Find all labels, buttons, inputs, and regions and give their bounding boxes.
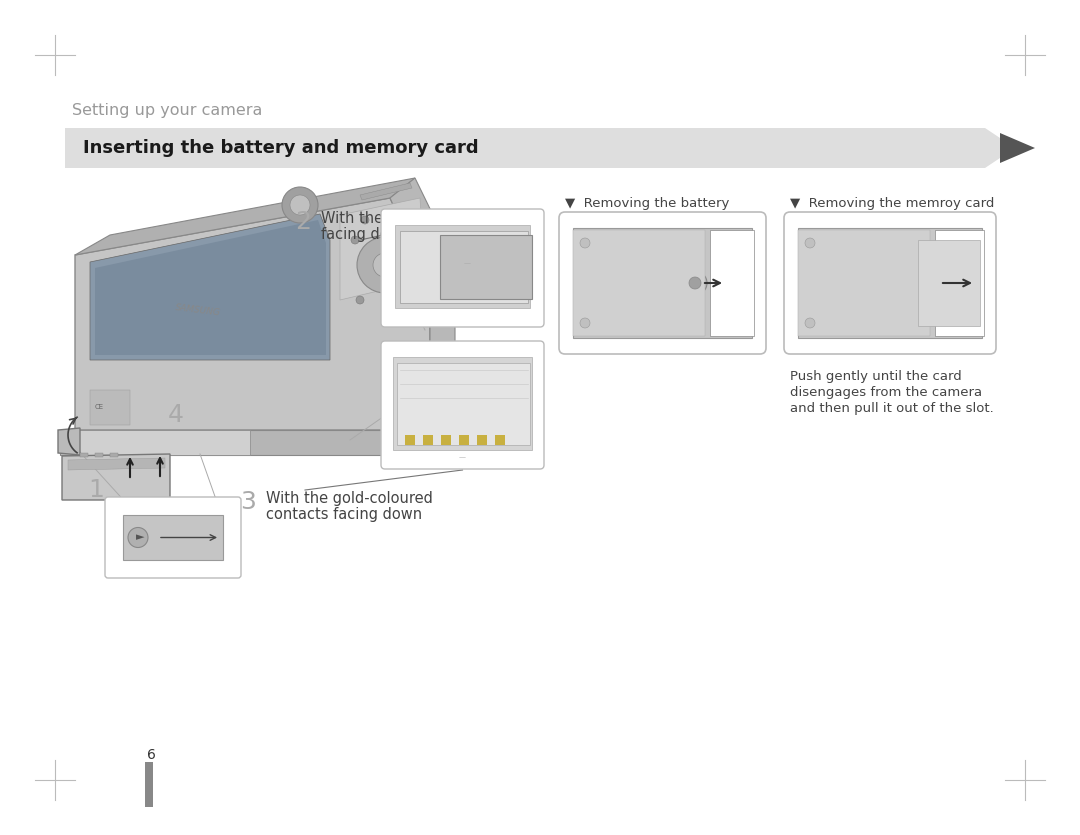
Text: —: — [459, 454, 465, 460]
Text: contacts facing down: contacts facing down [266, 507, 422, 522]
Text: 6: 6 [147, 748, 156, 762]
Circle shape [351, 236, 359, 244]
Circle shape [373, 253, 397, 277]
Circle shape [805, 238, 815, 248]
Text: 4: 4 [168, 403, 184, 427]
FancyBboxPatch shape [145, 762, 153, 807]
FancyBboxPatch shape [784, 212, 996, 354]
Polygon shape [395, 225, 530, 308]
Polygon shape [75, 178, 415, 255]
Polygon shape [397, 363, 530, 445]
Text: and then pull it out of the slot.: and then pull it out of the slot. [789, 402, 994, 415]
Polygon shape [1000, 133, 1035, 163]
FancyBboxPatch shape [381, 209, 544, 327]
Polygon shape [68, 458, 165, 470]
Polygon shape [918, 240, 980, 326]
Polygon shape [360, 183, 411, 200]
Circle shape [683, 271, 707, 295]
Text: SAMSUNG: SAMSUNG [175, 303, 221, 317]
Polygon shape [710, 230, 754, 336]
Text: 2: 2 [295, 210, 311, 234]
Circle shape [282, 187, 318, 223]
Circle shape [689, 277, 701, 289]
Text: Push gently until the card: Push gently until the card [789, 370, 962, 383]
Polygon shape [90, 214, 330, 360]
Polygon shape [423, 435, 433, 445]
Polygon shape [90, 390, 130, 425]
Circle shape [291, 195, 310, 215]
Polygon shape [80, 453, 87, 457]
Polygon shape [573, 230, 705, 336]
Polygon shape [441, 435, 451, 445]
Text: facing down: facing down [321, 227, 410, 242]
Polygon shape [573, 228, 752, 338]
Circle shape [356, 296, 364, 304]
Circle shape [580, 318, 590, 328]
Polygon shape [75, 430, 249, 455]
Polygon shape [95, 453, 103, 457]
Text: Inserting the battery and memory card: Inserting the battery and memory card [83, 139, 478, 157]
Text: CE: CE [95, 404, 104, 410]
Polygon shape [798, 228, 982, 338]
Text: —: — [464, 260, 471, 266]
Text: ►: ► [136, 533, 145, 543]
Polygon shape [110, 453, 118, 457]
Polygon shape [459, 435, 469, 445]
Polygon shape [400, 231, 528, 303]
Polygon shape [65, 128, 1015, 168]
Circle shape [580, 238, 590, 248]
Polygon shape [495, 435, 505, 445]
Circle shape [805, 318, 815, 328]
Text: With the gold-coloured: With the gold-coloured [266, 491, 433, 506]
Text: 1: 1 [87, 478, 104, 502]
FancyBboxPatch shape [105, 497, 241, 578]
Text: With the Samsung logo: With the Samsung logo [321, 211, 491, 226]
Polygon shape [123, 515, 222, 560]
Polygon shape [477, 435, 487, 445]
Polygon shape [62, 454, 170, 500]
Circle shape [357, 237, 413, 293]
Text: disengages from the camera: disengages from the camera [789, 386, 982, 399]
Polygon shape [58, 428, 80, 455]
Text: ▼  Removing the memroy card: ▼ Removing the memroy card [789, 197, 995, 210]
Polygon shape [935, 230, 984, 336]
Polygon shape [95, 220, 326, 355]
Polygon shape [798, 230, 930, 336]
Text: 3: 3 [240, 490, 256, 514]
Text: Setting up your camera: Setting up your camera [72, 103, 262, 118]
Circle shape [361, 216, 369, 224]
Polygon shape [440, 235, 532, 299]
Text: ▼  Removing the battery: ▼ Removing the battery [565, 197, 729, 210]
Polygon shape [75, 198, 430, 430]
Circle shape [129, 528, 148, 548]
Polygon shape [405, 435, 415, 445]
Polygon shape [393, 357, 532, 450]
Polygon shape [75, 430, 455, 455]
FancyBboxPatch shape [381, 341, 544, 469]
Polygon shape [340, 198, 426, 300]
Polygon shape [390, 178, 455, 430]
FancyBboxPatch shape [559, 212, 766, 354]
Polygon shape [60, 430, 75, 455]
